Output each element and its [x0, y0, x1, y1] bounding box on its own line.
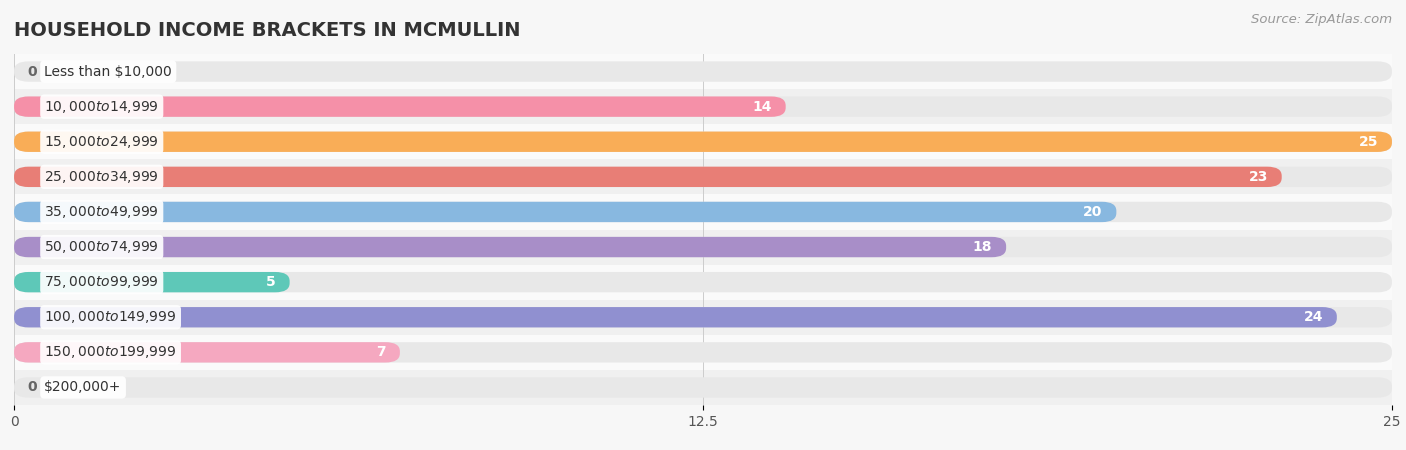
Text: 7: 7	[377, 345, 387, 360]
Text: 20: 20	[1083, 205, 1102, 219]
Text: $35,000 to $49,999: $35,000 to $49,999	[45, 204, 159, 220]
FancyBboxPatch shape	[14, 307, 1392, 328]
Text: $10,000 to $14,999: $10,000 to $14,999	[45, 99, 159, 115]
Text: 0: 0	[28, 64, 38, 79]
Text: Source: ZipAtlas.com: Source: ZipAtlas.com	[1251, 14, 1392, 27]
Text: 18: 18	[973, 240, 993, 254]
Text: $150,000 to $199,999: $150,000 to $199,999	[45, 344, 177, 360]
Bar	[14, 230, 1392, 265]
Text: 5: 5	[266, 275, 276, 289]
Text: 25: 25	[1358, 135, 1378, 149]
Bar	[14, 265, 1392, 300]
Text: $50,000 to $74,999: $50,000 to $74,999	[45, 239, 159, 255]
Text: $25,000 to $34,999: $25,000 to $34,999	[45, 169, 159, 185]
Bar	[14, 194, 1392, 230]
FancyBboxPatch shape	[14, 96, 1392, 117]
Text: 0: 0	[28, 380, 38, 395]
FancyBboxPatch shape	[14, 307, 1337, 328]
Bar	[14, 54, 1392, 89]
Text: 14: 14	[752, 99, 772, 114]
FancyBboxPatch shape	[14, 272, 1392, 292]
Text: $100,000 to $149,999: $100,000 to $149,999	[45, 309, 177, 325]
Text: $75,000 to $99,999: $75,000 to $99,999	[45, 274, 159, 290]
FancyBboxPatch shape	[14, 237, 1007, 257]
FancyBboxPatch shape	[14, 166, 1392, 187]
FancyBboxPatch shape	[14, 377, 1392, 398]
Text: $200,000+: $200,000+	[45, 380, 122, 395]
FancyBboxPatch shape	[14, 131, 1392, 152]
FancyBboxPatch shape	[14, 96, 786, 117]
FancyBboxPatch shape	[14, 342, 399, 363]
FancyBboxPatch shape	[14, 131, 1392, 152]
Text: $15,000 to $24,999: $15,000 to $24,999	[45, 134, 159, 150]
FancyBboxPatch shape	[14, 202, 1392, 222]
Text: HOUSEHOLD INCOME BRACKETS IN MCMULLIN: HOUSEHOLD INCOME BRACKETS IN MCMULLIN	[14, 21, 520, 40]
FancyBboxPatch shape	[14, 237, 1392, 257]
Bar	[14, 159, 1392, 194]
Text: 23: 23	[1249, 170, 1268, 184]
FancyBboxPatch shape	[14, 202, 1116, 222]
Text: 24: 24	[1303, 310, 1323, 324]
FancyBboxPatch shape	[14, 166, 1282, 187]
Bar	[14, 89, 1392, 124]
Bar	[14, 335, 1392, 370]
FancyBboxPatch shape	[14, 61, 1392, 82]
Bar	[14, 300, 1392, 335]
FancyBboxPatch shape	[14, 272, 290, 292]
FancyBboxPatch shape	[14, 342, 1392, 363]
Bar	[14, 124, 1392, 159]
Bar	[14, 370, 1392, 405]
Text: Less than $10,000: Less than $10,000	[45, 64, 172, 79]
